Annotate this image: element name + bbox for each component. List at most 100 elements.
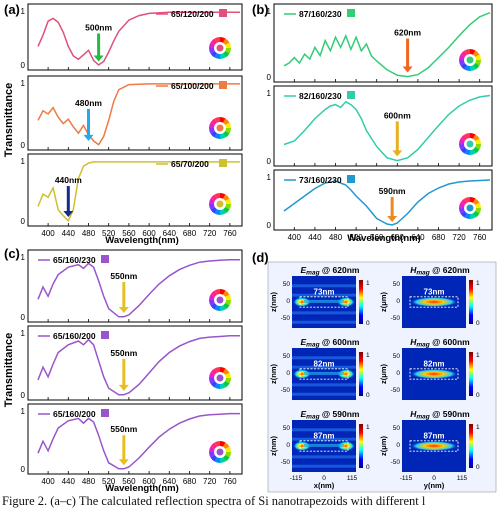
spectrum-a3: 1 0 400 440 480 520 560 600 640 680 720 760 65/70/20… — [21, 153, 243, 238]
panel-label-a: (a) — [4, 2, 20, 17]
peak-annotation-label: 500nm — [85, 23, 112, 33]
color-wheel-icon — [209, 441, 231, 463]
peak-annotation-label: 550nm — [110, 348, 137, 358]
particle-width-label: 87nm — [314, 432, 335, 441]
colorbar-min: 0 — [476, 464, 480, 471]
xtick-label: 400 — [288, 233, 302, 242]
field-map-xtick: 115 — [347, 475, 358, 482]
legend-label: 65/120/200 — [171, 9, 214, 19]
legend-color-square — [101, 409, 109, 417]
ytick-label: 1 — [21, 329, 26, 338]
ytick-label: 0 — [21, 141, 26, 150]
xtick-label: 720 — [203, 477, 217, 486]
colorbar — [359, 352, 363, 396]
color-wheel-icon — [209, 193, 231, 215]
ytick-label: 1 — [21, 253, 26, 262]
color-wheel-icon — [209, 37, 231, 59]
ytick-label: 0 — [21, 217, 26, 226]
xtick-label: 720 — [203, 229, 217, 238]
panel-label-c: (c) — [4, 246, 20, 261]
field-map-ytick: -50 — [281, 459, 291, 466]
spectrum-line-a3 — [37, 161, 240, 223]
particle-width-label: 82nm — [424, 360, 445, 369]
subplot-frame — [27, 403, 243, 475]
field-map-ytick: 50 — [283, 353, 291, 360]
xtick-label: 640 — [163, 229, 177, 238]
xlabel-c: Wavelength(nm) — [105, 483, 179, 494]
field-map-ytick: 0 — [286, 298, 290, 305]
colorbar-min: 0 — [366, 320, 370, 327]
field-map-title: Emag @ 620nm — [301, 265, 360, 277]
peak-annotation-label: 550nm — [110, 271, 137, 281]
xtick-label: 560 — [122, 229, 136, 238]
xtick-label: 400 — [41, 477, 55, 486]
legend-color-square — [219, 9, 227, 17]
field-map-zlabel: z(μm) — [379, 364, 388, 385]
subplot-frame — [273, 3, 493, 83]
legend-label: 65/160/230 — [53, 255, 96, 265]
field-map-ytick: 50 — [393, 353, 401, 360]
color-wheel-icon — [209, 367, 231, 389]
spectrum-b1: 1 0 87/160/230 620nm — [267, 3, 493, 83]
panel-label-d: (d) — [252, 250, 269, 265]
subplot-frame — [27, 75, 243, 151]
colorbar-max: 1 — [366, 280, 370, 287]
legend-label: 82/160/230 — [299, 91, 342, 101]
xlabel-a: Wavelength(nm) — [105, 235, 179, 246]
xtick-label: 640 — [411, 233, 425, 242]
peak-annotation-label: 590nm — [379, 186, 406, 196]
figure-caption: Figure 2. (a–c) The calculated reflectio… — [2, 494, 426, 508]
xtick-label: 760 — [223, 477, 237, 486]
particle-width-label: 82nm — [314, 360, 335, 369]
xtick-label: 520 — [102, 477, 116, 486]
colorbar — [469, 424, 473, 468]
subplot-frame — [27, 249, 243, 323]
legend-label: 87/160/230 — [299, 9, 342, 19]
peak-arrowhead-icon — [63, 211, 74, 218]
peak-arrowhead-icon — [118, 307, 129, 314]
field-map-zlabel: z(nm) — [269, 364, 278, 384]
colorbar — [469, 352, 473, 396]
ytick-label: 0 — [267, 157, 272, 166]
xtick-label: 600 — [142, 229, 156, 238]
legend-color-square — [101, 255, 109, 263]
legend-label: 65/160/200 — [53, 409, 96, 419]
ytick-label: 1 — [21, 407, 26, 416]
spectrum-line-c2 — [37, 335, 240, 396]
field-map-ytick: 0 — [396, 370, 400, 377]
field-map-ytick: -50 — [391, 459, 401, 466]
field-map-xtick: 115 — [457, 475, 468, 482]
colorbar-max: 1 — [366, 424, 370, 431]
peak-annotation-label: 480nm — [75, 98, 102, 108]
colorbar-max: 1 — [366, 352, 370, 359]
legend-label: 65/70/200 — [171, 159, 209, 169]
colorbar — [469, 280, 473, 324]
ytick-label: 1 — [21, 7, 26, 16]
legend-color-square — [101, 331, 109, 339]
particle-width-label: 73nm — [314, 288, 335, 297]
field-map-d5: Emag @ 590nm 87nm 50 0 -50z(nm) 1 0 -115 0 115 x(n… — [269, 409, 370, 490]
field-map-ytick: -50 — [281, 315, 291, 322]
field-map-ytick: 0 — [286, 442, 290, 449]
field-map-title: Emag @ 590nm — [301, 409, 360, 421]
field-map-title: Hmag @ 590nm — [410, 409, 470, 421]
spectrum-line-a2 — [37, 83, 240, 146]
colorbar-max: 1 — [476, 352, 480, 359]
field-map-title: Hmag @ 620nm — [410, 265, 470, 277]
xtick-label: 480 — [329, 233, 343, 242]
xtick-label: 680 — [183, 477, 197, 486]
field-map-ytick: 0 — [396, 442, 400, 449]
subplot-frame — [273, 85, 493, 167]
field-map-xtick: 0 — [432, 475, 436, 482]
field-map-ytick: 50 — [393, 281, 401, 288]
field-map-zlabel: z(nm) — [269, 292, 278, 312]
field-map-ytick: 50 — [283, 425, 291, 432]
xtick-label: 600 — [391, 233, 405, 242]
xtick-label: 560 — [370, 233, 384, 242]
color-wheel-icon — [209, 117, 231, 139]
field-map-zlabel: z(μm) — [379, 292, 388, 313]
field-map-d6: Hmag @ 590nm 87nm 50 0 -50z(μm) 1 0 -115 0 115 y(n… — [379, 409, 480, 490]
field-map-zlabel: z(μm) — [379, 436, 388, 457]
legend-color-square — [347, 91, 355, 99]
colorbar-min: 0 — [476, 392, 480, 399]
